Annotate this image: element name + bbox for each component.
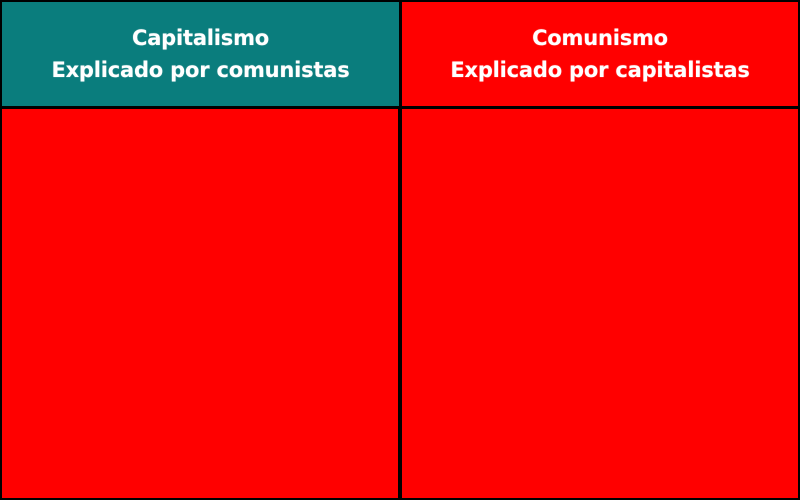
header-capitalismo-title: Capitalismo — [131, 26, 270, 50]
header-capitalismo-subtitle: Explicado por comunistas — [51, 58, 350, 82]
header-comunismo-subtitle: Explicado por capitalistas — [450, 58, 750, 82]
header-comunismo: Comunismo Explicado por capitalistas — [402, 2, 798, 106]
header-comunismo-title: Comunismo — [532, 26, 668, 50]
body-comunismo — [402, 109, 798, 498]
header-capitalismo: Capitalismo Explicado por comunistas — [2, 2, 399, 106]
body-capitalismo — [2, 109, 398, 498]
